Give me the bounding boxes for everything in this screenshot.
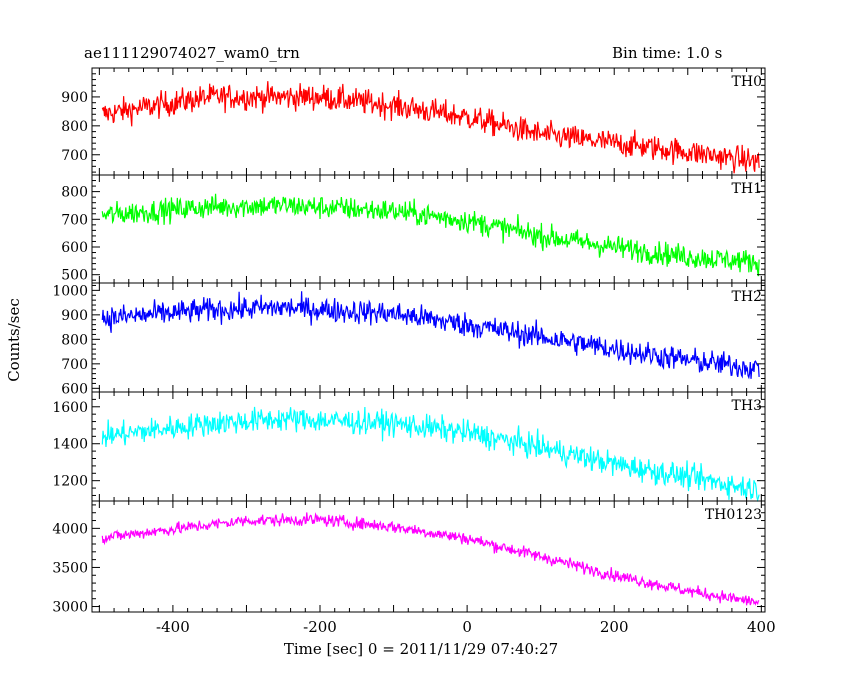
panel-label-th1: TH1 (732, 181, 762, 197)
panel-frame-th0 (91, 67, 766, 176)
panel-frame-th2 (91, 282, 766, 393)
y-tick-label-th3: 1400 (52, 437, 88, 453)
series-line-th0123 (101, 512, 760, 606)
chart-title: ae111129074027_wam0_trn (84, 44, 300, 62)
y-tick-label-th2: 900 (61, 308, 88, 324)
panel-frame-th1 (91, 174, 766, 284)
y-tick-label-th3: 1600 (52, 400, 88, 416)
y-tick-label-th0123: 3000 (52, 600, 88, 616)
y-tick-label-th2: 700 (61, 357, 88, 373)
y-tick-label-th2: 600 (61, 381, 88, 397)
y-tick-label-th0: 800 (61, 119, 88, 135)
panel-label-th2: TH2 (732, 289, 762, 305)
x-tick-label: 200 (600, 618, 629, 636)
panel-label-th0: TH0 (732, 74, 762, 90)
y-tick-label-th0123: 4000 (52, 521, 88, 537)
y-tick-label-th2: 1000 (52, 283, 88, 299)
panel-label-th3: TH3 (732, 398, 762, 414)
x-tick-label: 0 (462, 618, 472, 636)
y-tick-label-th3: 1200 (52, 474, 88, 490)
series-line-th3 (101, 406, 760, 503)
x-tick-label: -200 (303, 618, 337, 636)
y-tick-label-th1: 600 (61, 240, 88, 256)
panel-label-th0123: TH0123 (705, 507, 762, 523)
x-axis-label: Time [sec] 0 = 2011/11/29 07:40:27 (284, 640, 558, 658)
y-tick-label-th1: 700 (61, 212, 88, 228)
series-line-th2 (101, 291, 760, 380)
y-tick-label-th2: 800 (61, 332, 88, 348)
y-tick-label-th0: 700 (61, 148, 88, 164)
y-axis-label: Counts/sec (5, 298, 23, 382)
bin-time-label: Bin time: 1.0 s (612, 44, 723, 62)
panel-frame-th0123 (91, 500, 766, 613)
y-tick-label-th1: 500 (61, 268, 88, 284)
y-tick-label-th1: 800 (61, 185, 88, 201)
series-line-th1 (101, 193, 760, 277)
panel-frame-th3 (91, 391, 766, 502)
series-line-th0 (101, 81, 760, 174)
x-tick-label: -400 (156, 618, 190, 636)
y-tick-label-th0123: 3500 (52, 560, 88, 576)
y-tick-label-th0: 900 (61, 90, 88, 106)
x-tick-label: 400 (747, 618, 776, 636)
